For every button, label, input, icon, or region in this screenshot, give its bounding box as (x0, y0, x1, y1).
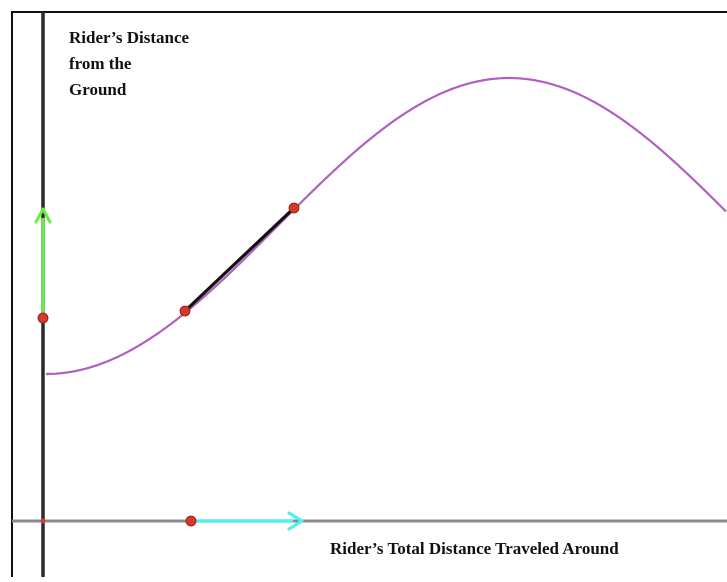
y-axis-point (37, 312, 49, 324)
x-axis-label: Rider’s Total Distance Traveled Around (330, 539, 619, 558)
origin-point (40, 518, 46, 524)
secant-segment (183, 206, 296, 313)
height-curve (46, 76, 727, 376)
curve-point-start (179, 305, 191, 317)
y-axis-label: Rider’s Distance from the Ground (69, 25, 269, 103)
frame-border (11, 11, 727, 577)
vertical-change-arrow-head (34, 207, 52, 224)
y-axis-label-line-1: Rider’s Distance (69, 28, 190, 47)
curve-point-end (288, 202, 300, 214)
horizontal-change-arrow-head (287, 511, 304, 531)
y-axis-label-line-3: Ground (69, 80, 127, 99)
x-axis-point (185, 515, 197, 527)
y-axis-label-line-2: from the (69, 54, 132, 73)
